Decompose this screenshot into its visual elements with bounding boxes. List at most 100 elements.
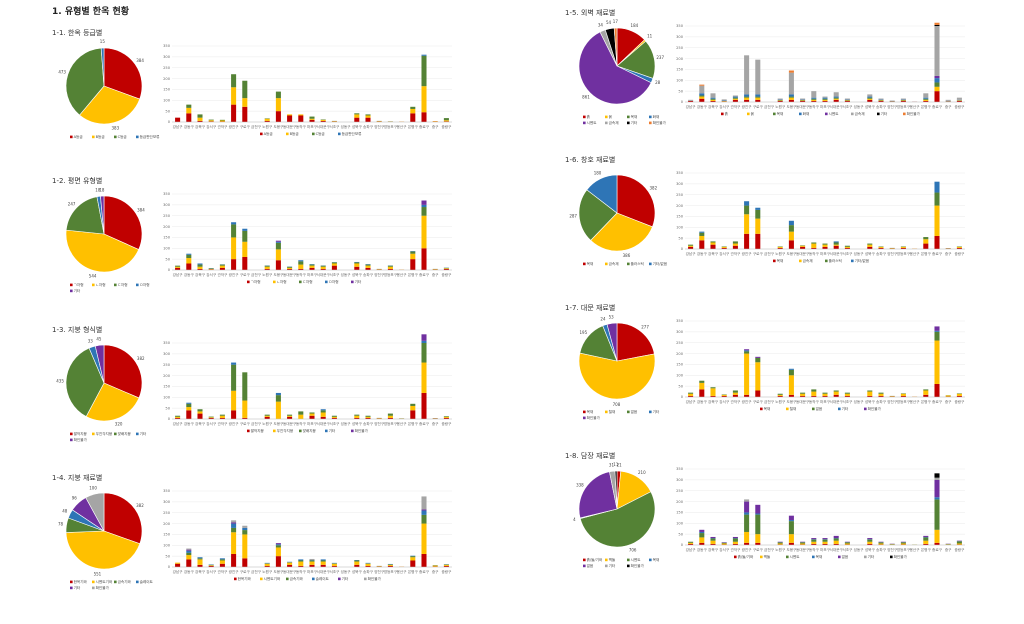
- x-tick-label: 은평구: [408, 421, 419, 426]
- legend-label: 맞배지붕: [118, 431, 132, 436]
- chart-section: 1-6. 창호 재료별 382 386 287 180 목재 금속재 플라스틱 기타/없음 0 50…: [565, 155, 995, 273]
- legend-label: 금속재: [803, 258, 813, 263]
- bar-segment: [833, 535, 839, 539]
- y-tick-label: 100: [676, 521, 684, 525]
- stacked-bar-chart: 0 50 100 150 200 250 300 350 강남구 강동구 강북구 강서구 관악구 광진구 구…: [676, 22, 965, 116]
- bar-segment: [421, 523, 427, 554]
- x-tick-label: 서대문구: [830, 547, 844, 552]
- legend-swatch: [747, 112, 750, 116]
- bar-segment: [822, 538, 828, 540]
- pie-slice: [616, 174, 656, 228]
- bar-segment: [699, 531, 705, 534]
- x-tick-label: 동작구: [296, 569, 307, 574]
- bar-segment: [309, 116, 315, 119]
- y-tick-label: 250: [676, 341, 684, 345]
- bar-segment: [309, 561, 315, 565]
- legend-label: 기타: [74, 585, 81, 590]
- bar-segment: [354, 117, 360, 122]
- pie-data-label: 287: [569, 213, 577, 218]
- pie-data-label: 33: [88, 338, 94, 343]
- legend-swatch: [234, 577, 237, 581]
- bar-segment: [219, 267, 225, 270]
- bar-segment: [755, 94, 761, 97]
- x-tick-label: 서초구: [842, 104, 853, 109]
- bar-segment: [320, 561, 326, 565]
- x-tick-label: 강동구: [697, 251, 708, 256]
- legend-swatch: [70, 432, 73, 436]
- bar-segment: [923, 540, 929, 544]
- bar-segment: [287, 266, 293, 268]
- bar-segment: [744, 514, 750, 532]
- bar-segment: [208, 565, 214, 567]
- bar-segment: [387, 413, 393, 416]
- x-tick-label: 영등포구: [897, 547, 911, 552]
- x-tick-label: 구로구: [753, 548, 764, 552]
- bar-segment: [811, 543, 817, 545]
- bar-segment: [186, 549, 192, 551]
- bar-segment: [710, 543, 716, 545]
- bar-segment: [275, 111, 281, 122]
- pie-data-label: 18: [99, 187, 105, 192]
- bar-segment: [208, 417, 214, 419]
- bar-segment: [264, 416, 270, 419]
- y-tick-label: 100: [676, 78, 684, 82]
- bar-segment: [186, 253, 192, 255]
- legend-label: 금속기와: [290, 576, 304, 581]
- section-title: 1-5. 외벽 재료별: [565, 9, 616, 17]
- legend-swatch: [114, 283, 117, 287]
- x-tick-label: 동작구: [809, 399, 820, 404]
- bar-segment: [186, 407, 192, 411]
- bar-segment: [811, 538, 817, 540]
- bar-segment: [287, 562, 293, 565]
- bar-segment: [934, 473, 940, 478]
- bar-segment: [732, 392, 738, 395]
- bar-segment: [744, 501, 750, 513]
- bar-segment: [788, 375, 794, 395]
- x-tick-label: 강북구: [195, 421, 206, 426]
- bar-segment: [800, 98, 806, 100]
- bar-segment: [710, 98, 716, 100]
- bar-segment: [755, 207, 761, 210]
- bar-segment: [231, 87, 237, 105]
- bar-segment: [699, 235, 705, 241]
- bar-segment: [410, 403, 416, 406]
- bar-segment: [186, 548, 192, 550]
- x-tick-label: 마포구: [820, 104, 831, 109]
- chart-section: 1-3. 지붕 형식별 382 320 435 33 45 팔작지붕 우진각지붕 맞배지붕 기타 확…: [52, 325, 482, 443]
- legend-swatch: [786, 407, 789, 411]
- x-tick-label: 송파구: [876, 251, 887, 256]
- pie-slice: [65, 196, 105, 235]
- legend-label: A등급: [264, 132, 274, 136]
- bar-segment: [231, 74, 237, 88]
- legend-label: 슬레이트: [316, 576, 330, 581]
- bar-segment: [744, 499, 750, 502]
- bar-segment: [755, 357, 761, 363]
- bar-segment: [844, 100, 850, 102]
- bar-segment: [923, 537, 929, 541]
- bar-segment: [710, 97, 716, 99]
- bar-segment: [934, 479, 940, 498]
- legend-swatch: [605, 558, 608, 562]
- bar-segment: [208, 417, 214, 418]
- x-tick-label: 중랑구: [441, 124, 452, 129]
- bar-segment: [275, 556, 281, 567]
- pie-data-label: 18: [95, 188, 101, 193]
- bar-segment: [309, 413, 315, 416]
- bar-segment: [242, 228, 248, 231]
- bar-segment: [197, 120, 203, 122]
- bar-segment: [320, 409, 326, 411]
- x-tick-label: 도봉구: [273, 124, 284, 129]
- bar-segment: [699, 240, 705, 249]
- bar-segment: [264, 415, 270, 417]
- bar-segment: [934, 497, 940, 500]
- bar-segment: [822, 244, 828, 247]
- bar-segment: [923, 99, 929, 101]
- x-tick-label: 관악구: [217, 569, 228, 574]
- x-tick-label: 동작구: [809, 251, 820, 256]
- y-tick-label: 0: [168, 565, 171, 569]
- bar-segment: [822, 97, 828, 99]
- bar-segment: [744, 205, 750, 215]
- bar-segment: [231, 523, 237, 528]
- x-tick-label: 도봉구: [273, 272, 284, 277]
- bar-segment: [878, 543, 884, 545]
